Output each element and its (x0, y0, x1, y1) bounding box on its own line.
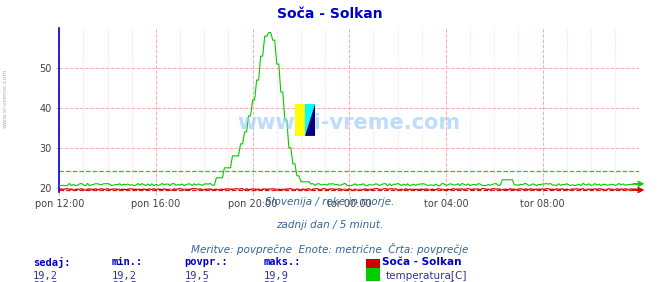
Text: 58,9: 58,9 (264, 281, 289, 282)
Text: Soča - Solkan: Soča - Solkan (277, 7, 382, 21)
Text: sedaj:: sedaj: (33, 257, 71, 268)
Text: Soča - Solkan: Soča - Solkan (382, 257, 462, 266)
Polygon shape (305, 104, 315, 136)
Text: pretok[m3/s]: pretok[m3/s] (386, 281, 453, 282)
Text: Slovenija / reke in morje.: Slovenija / reke in morje. (265, 197, 394, 207)
Text: zadnji dan / 5 minut.: zadnji dan / 5 minut. (276, 220, 383, 230)
Bar (295, 104, 305, 136)
Text: 19,9: 19,9 (264, 271, 289, 281)
Text: 21,2: 21,2 (33, 281, 58, 282)
Text: 19,2: 19,2 (112, 271, 137, 281)
Text: 19,2: 19,2 (33, 271, 58, 281)
Text: 20,5: 20,5 (112, 281, 137, 282)
Text: 24,3: 24,3 (185, 281, 210, 282)
Text: min.:: min.: (112, 257, 143, 266)
Text: www.si-vreme.com: www.si-vreme.com (238, 113, 461, 133)
Text: temperatura[C]: temperatura[C] (386, 271, 467, 281)
Polygon shape (305, 104, 315, 136)
Text: www.si-vreme.com: www.si-vreme.com (3, 69, 8, 128)
Text: Meritve: povprečne  Enote: metrične  Črta: povprečje: Meritve: povprečne Enote: metrične Črta:… (191, 243, 468, 255)
Text: maks.:: maks.: (264, 257, 301, 266)
Text: 19,5: 19,5 (185, 271, 210, 281)
Text: povpr.:: povpr.: (185, 257, 228, 266)
